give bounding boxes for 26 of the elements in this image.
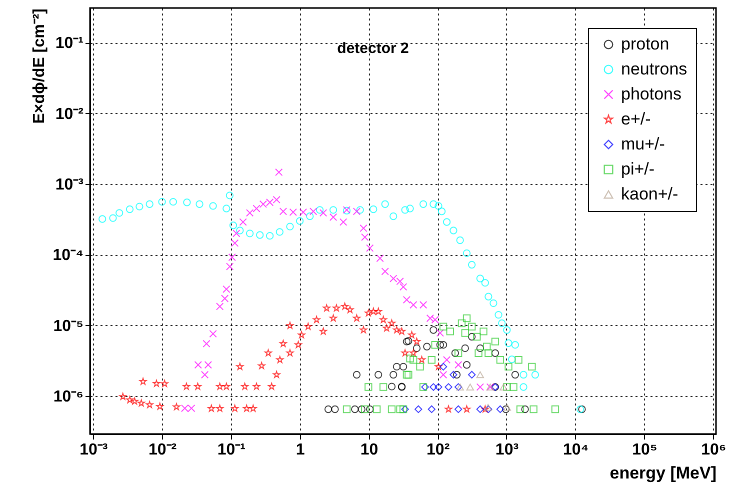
x-tick-label: 10⁻¹ (217, 442, 246, 458)
y-tick-label: 10⁻¹ (55, 35, 84, 52)
x-tick-label: 10² (426, 442, 450, 458)
y-tick-label: 10⁻⁵ (53, 318, 84, 335)
legend-label: pi+/- (621, 160, 655, 178)
y-tick-label: 10⁻³ (55, 176, 84, 194)
legend-label: mu+/- (621, 134, 665, 154)
legend-label: e+/- (621, 110, 651, 128)
x-tick-label: 10 (360, 442, 378, 458)
x-tick-label: 10⁴ (563, 442, 589, 458)
y-tick-label: 10⁻⁴ (52, 247, 84, 264)
x-tick-label: 1 (296, 442, 305, 458)
legend-label: proton (621, 34, 670, 54)
legend-label: photons (621, 84, 682, 104)
x-tick-label: 10⁶ (701, 442, 726, 458)
x-tick-label: 10⁵ (632, 442, 658, 458)
x-tick-label: 10⁻³ (80, 442, 108, 458)
x-axis-title: energy [MeV] (610, 464, 716, 482)
y-axis-title: E×dϕ/dE [cm⁻²] (30, 8, 48, 124)
y-tick-label: 10⁻⁶ (53, 388, 84, 406)
x-tick-label: 10³ (495, 442, 519, 458)
legend-label: neutrons (621, 60, 688, 78)
x-tick-label: 10⁻² (148, 442, 177, 458)
legend-label: kaon+/- (621, 184, 678, 204)
y-tick-label: 10⁻² (55, 106, 84, 123)
text: detector 2 (337, 40, 409, 57)
